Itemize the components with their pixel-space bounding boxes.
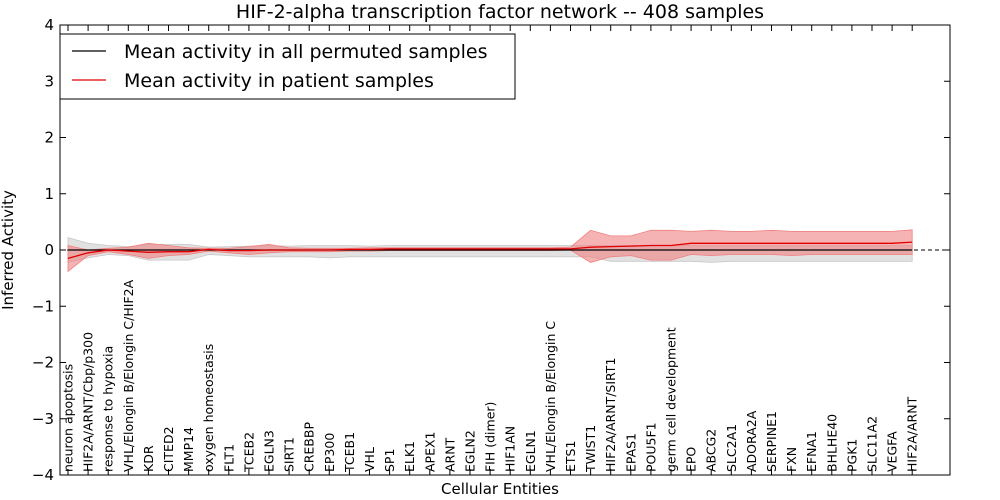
y-tick-label: −4 (32, 466, 54, 484)
x-tick-label: SIRT1 (282, 437, 297, 472)
x-tick-label: KDR (141, 445, 156, 472)
y-tick-label: 4 (44, 16, 54, 34)
x-axis-label: Cellular Entities (441, 480, 559, 498)
x-tick-label: ARNT (442, 437, 457, 472)
chart-title: HIF-2-alpha transcription factor network… (236, 1, 764, 23)
x-tick-label: TWIST1 (583, 425, 598, 473)
legend: Mean activity in all permuted samples Me… (59, 33, 516, 100)
series-line-1 (67, 241, 913, 260)
x-tick-label: EPAS1 (623, 433, 638, 472)
x-tick-label: CITED2 (161, 426, 176, 472)
x-tick-label: oxygen homeostasis (201, 344, 216, 472)
x-tick-label: FLT1 (221, 444, 236, 472)
x-tick-label: HIF2A/ARNT (905, 396, 920, 472)
x-tick-label: HIF2A/ARNT/SIRT1 (603, 358, 618, 472)
plot-area (60, 229, 950, 273)
x-tick-label: SLC11A2 (865, 416, 880, 472)
x-tick-label: FXN (784, 447, 799, 472)
x-tick-label: EP300 (322, 433, 337, 472)
x-tick-label: VHL/Elongin B/Elongin C (543, 321, 558, 472)
x-tick-label: EGLN1 (523, 430, 538, 472)
x-tick-label: ELK1 (402, 441, 417, 472)
x-tick-label: HIF1AN (503, 426, 518, 472)
x-tick-label: EGLN2 (463, 430, 478, 472)
x-tick-label: APEX1 (422, 431, 437, 472)
x-tick-label: EPO (684, 447, 699, 472)
x-tick-label: ADORA2A (744, 410, 759, 472)
legend-box (59, 33, 516, 100)
legend-label-permuted: Mean activity in all permuted samples (124, 41, 487, 63)
x-tick-label: SLC2A1 (724, 424, 739, 472)
x-tick-label: germ cell development (664, 327, 679, 472)
x-tick-label: FIH (dimer) (483, 402, 498, 472)
x-tick-label: VEGFA (885, 431, 900, 472)
x-tick-label: EGLN3 (262, 430, 277, 472)
x-tick-label: ETS1 (563, 441, 578, 472)
y-tick-label: −3 (32, 410, 54, 428)
legend-label-patient: Mean activity in patient samples (124, 70, 434, 92)
x-tick-label: MMP14 (181, 427, 196, 472)
x-tick-label: EFNA1 (804, 431, 819, 472)
x-tick-label: SP1 (382, 449, 397, 472)
x-tick-label: VHL/Elongin B/Elongin C/HIF2A (121, 279, 136, 472)
x-tick-label: response to hypoxia (101, 346, 116, 472)
x-tick-label: TCEB2 (241, 432, 256, 473)
y-tick-label: −2 (32, 354, 54, 372)
x-tick-label: SERPINE1 (764, 411, 779, 472)
y-tick-label: 0 (44, 241, 54, 259)
x-tick-label: PGK1 (844, 439, 859, 472)
x-tick-label: HIF2A/ARNT/Cbp/p300 (81, 332, 96, 472)
x-tick-label: VHL (362, 447, 377, 472)
y-tick-label: 3 (44, 72, 54, 90)
x-tick-label: neuron apoptosis (61, 364, 76, 472)
axes: −4 −3 −2 −1 0 1 2 3 4 neuron apoptosis HIF2A/ARNT/… (32, 16, 950, 484)
y-tick-label: 1 (44, 185, 54, 203)
x-tick-label: TCEB1 (342, 432, 357, 473)
x-tick-label: ABCG2 (704, 429, 719, 472)
y-tick-label: −1 (32, 297, 54, 315)
x-tick-label: BHLHE40 (824, 414, 839, 472)
x-tick-label: CREBBP (302, 422, 317, 472)
y-axis-label: Inferred Activity (0, 190, 17, 310)
y-tick-label: 2 (44, 129, 54, 147)
x-tick-label: POU5F1 (643, 422, 658, 472)
